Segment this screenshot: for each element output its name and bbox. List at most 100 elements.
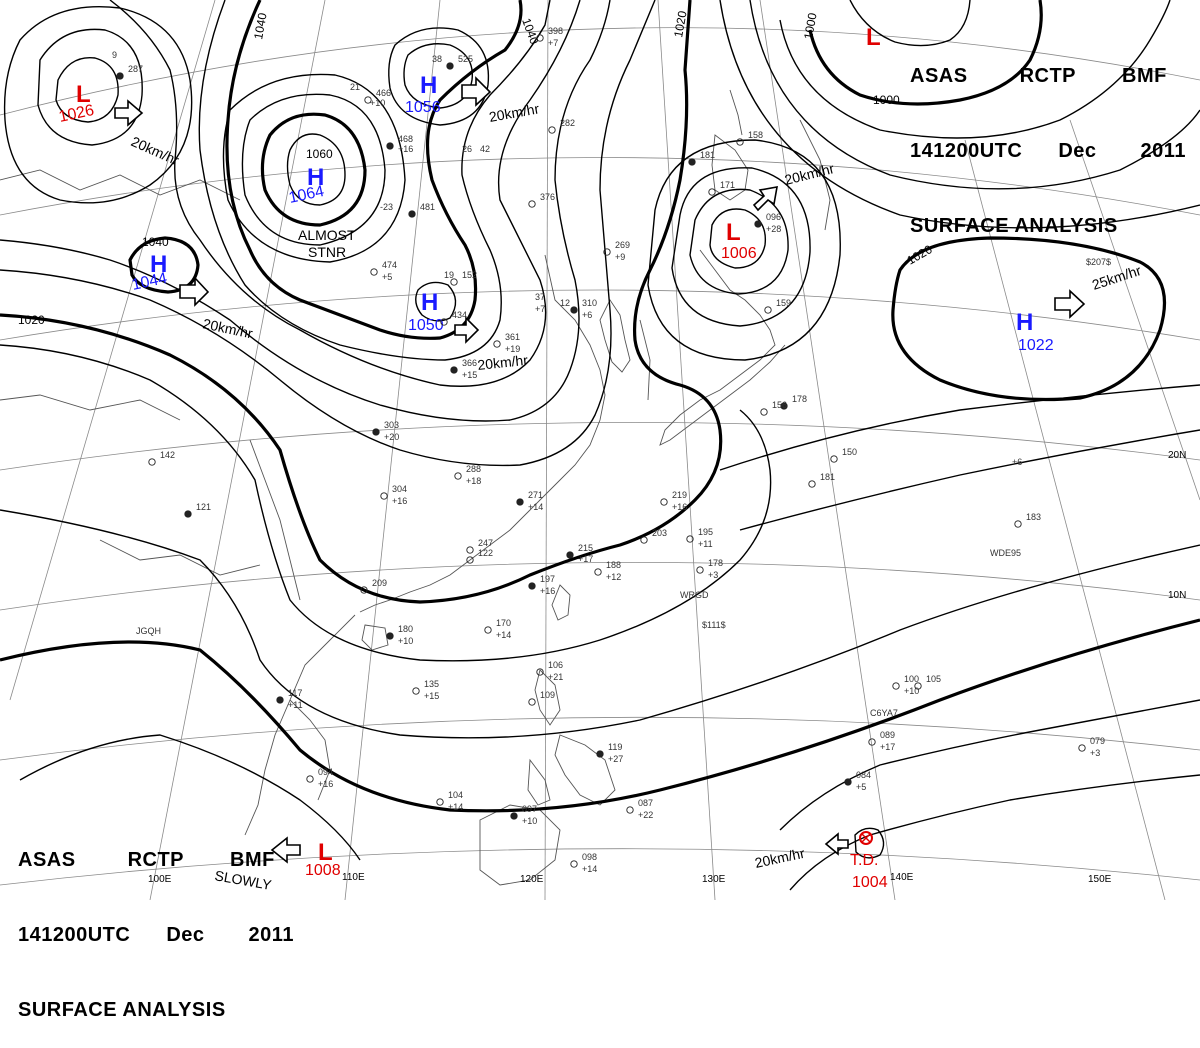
arrow-low-1008 [270, 836, 301, 864]
station-marker-icon [764, 306, 772, 314]
station-marker-icon [844, 778, 852, 786]
station-marker-icon [466, 546, 474, 554]
station-value: +11 [288, 700, 303, 710]
station-value: 158 [748, 130, 763, 140]
station-value: +17 [880, 742, 895, 752]
lon-label: 130E [702, 874, 726, 885]
parallel-20n [0, 421, 1200, 471]
lon-label: 110E [342, 872, 365, 883]
station-value: 282 [560, 118, 575, 128]
station-marker-icon [892, 682, 900, 690]
station-marker-icon [484, 626, 492, 634]
station-marker-icon [1078, 744, 1086, 752]
title-line-3: SURFACE ANALYSIS [910, 215, 1118, 237]
station-value: 152 [462, 270, 477, 280]
station-value: 304 [392, 484, 407, 494]
station-value: 19 [444, 270, 454, 280]
high-center-1056: H 1056 [405, 72, 441, 116]
station-value: +7 [548, 38, 558, 48]
station-value: 209 [372, 578, 387, 588]
lat-label: 20N [1168, 450, 1186, 461]
coordinate-labels: 100E 110E 120E 130E 140E 150E 20N 10N [148, 450, 1186, 885]
station-value: +21 [548, 672, 563, 682]
station-value: +6 [582, 310, 592, 320]
td-value: 1004 [852, 874, 888, 891]
high-letter: H [421, 289, 438, 316]
station-value: 098 [582, 852, 597, 862]
station-value: +20 [384, 432, 399, 442]
station-marker-icon [440, 318, 448, 326]
isobar-label: 1000 [801, 11, 819, 40]
station-value: +28 [766, 224, 781, 234]
station-marker-icon [446, 62, 454, 70]
station-marker-icon [516, 498, 524, 506]
low-center-ne: L [866, 24, 881, 51]
station-value: 12 [560, 298, 570, 308]
station-marker-icon [914, 682, 922, 690]
station-value: 26 [462, 144, 472, 154]
station-value: +27 [608, 754, 623, 764]
high-letter: H [420, 72, 437, 99]
meridian-120e [544, 0, 549, 900]
station-value: 376 [540, 192, 555, 202]
station-value: 142 [160, 450, 175, 460]
station-marker-icon [370, 268, 378, 276]
high-center-1050: H 1050 [408, 289, 444, 334]
station-marker-icon [570, 306, 578, 314]
station-value: +15 [462, 370, 477, 380]
station-value: 109 [540, 690, 555, 700]
tropical-depression: T.D. 1004 [850, 831, 888, 891]
station-marker-icon [450, 366, 458, 374]
low-center-1008: L 1008 [305, 839, 341, 879]
station-value: 310 [582, 298, 597, 308]
isobar-label: 1060 [306, 147, 333, 161]
station-value: 466 [376, 88, 391, 98]
motion-arrows [114, 76, 1086, 864]
td-label: T.D. [850, 852, 878, 869]
arrow-high-1056 [461, 76, 492, 107]
station-value: 21 [350, 82, 360, 92]
station-marker-icon [306, 775, 314, 783]
low-value: 1008 [305, 862, 341, 879]
station-marker-icon [148, 458, 156, 466]
station-value: 171 [720, 180, 735, 190]
station-value: $207$ [1086, 257, 1111, 267]
station-value: C6YA7 [870, 708, 898, 718]
station-value: +10 [398, 636, 413, 646]
station-value: 468 [398, 134, 413, 144]
station-value: +12 [606, 572, 621, 582]
lon-label: 120E [520, 874, 544, 885]
station-value: +16 [392, 496, 407, 506]
station-marker-icon [640, 536, 648, 544]
low-letter: L [76, 81, 91, 108]
high-value: 1022 [1018, 337, 1054, 354]
station-value: 100 [904, 674, 919, 684]
station-marker-icon [660, 498, 668, 506]
station-value: 097 [522, 804, 537, 814]
station-value: 219 [672, 490, 687, 500]
station-value: 42 [480, 144, 490, 154]
station-value: JGQH [136, 626, 161, 636]
station-marker-icon [510, 812, 518, 820]
station-value: 079 [1090, 736, 1105, 746]
title-block-bottom: ASAS RCTP BMF 141200UTC Dec 2011 SURFACE ANA… [18, 798, 294, 1048]
station-value: 121 [196, 502, 211, 512]
title-line-2: 141200UTC Dec 2011 [18, 924, 294, 946]
station-marker-icon [868, 738, 876, 746]
station-value: 215 [578, 543, 593, 553]
station-value: +10 [522, 816, 537, 826]
station-value: 525 [458, 54, 473, 64]
lon-label: 150E [1088, 874, 1112, 885]
station-value: +3 [1090, 748, 1100, 758]
low-letter: L [866, 24, 881, 51]
station-marker-icon [536, 34, 544, 42]
station-value: 434 [452, 310, 467, 320]
station-value: +6 [1012, 457, 1022, 467]
station-marker-icon [454, 472, 462, 480]
station-value: 084 [856, 770, 871, 780]
station-marker-icon [536, 668, 544, 676]
station-value: +16 [318, 779, 333, 789]
station-marker-icon [708, 188, 716, 196]
station-value: 38 [432, 54, 442, 64]
station-value: +9 [615, 252, 625, 262]
